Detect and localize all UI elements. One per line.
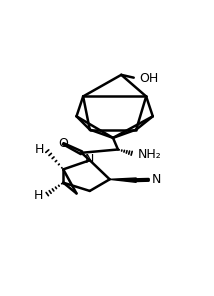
Text: OH: OH [140,72,159,85]
Text: N: N [85,153,94,166]
Text: O: O [58,137,68,150]
Text: H: H [34,189,43,202]
Text: H: H [35,143,44,156]
Text: NH₂: NH₂ [138,148,162,161]
Text: N: N [152,173,161,186]
Polygon shape [110,178,136,182]
